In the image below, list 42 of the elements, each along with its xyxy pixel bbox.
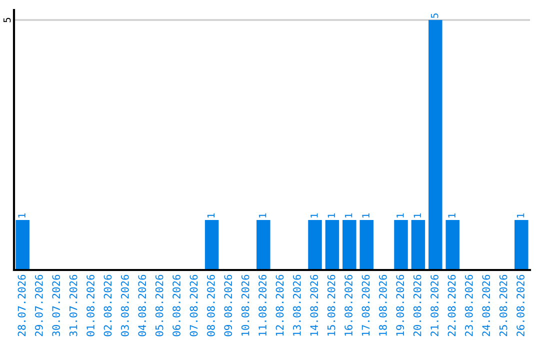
x-tick-label: 09.08.2026 xyxy=(224,274,232,336)
data-label: 1 xyxy=(414,213,421,218)
x-tick-label: 24.08.2026 xyxy=(482,274,490,336)
data-label: 1 xyxy=(207,213,215,218)
x-tick-label: 12.08.2026 xyxy=(276,274,284,336)
data-label: 1 xyxy=(517,213,524,218)
x-tick-label: 26.08.2026 xyxy=(516,274,524,336)
data-label: 1 xyxy=(448,213,456,218)
x-tick-label: 18.08.2026 xyxy=(378,274,387,336)
data-label: 1 xyxy=(362,213,370,218)
data-label: 1 xyxy=(18,213,26,218)
x-tick-label: 02.08.2026 xyxy=(104,274,112,336)
x-tick-label: 03.08.2026 xyxy=(120,274,129,336)
x-tick-label: 15.08.2026 xyxy=(327,274,336,336)
x-tick-label: 07.08.2026 xyxy=(190,274,198,336)
x-tick-label: 10.08.2026 xyxy=(241,274,250,336)
x-tick-label: 29.07.2026 xyxy=(34,274,43,336)
x-tick-label: 04.08.2026 xyxy=(138,274,146,336)
data-label: 1 xyxy=(396,213,404,218)
data-label: 1 xyxy=(328,213,335,218)
x-tick-label: 28.07.2026 xyxy=(18,274,26,336)
x-tick-label: 13.08.2026 xyxy=(292,274,301,336)
x-tick-label: 14.08.2026 xyxy=(310,274,318,336)
x-tick-label: 19.08.2026 xyxy=(396,274,404,336)
x-tick-label: 17.08.2026 xyxy=(362,274,370,336)
x-tick-label: 20.08.2026 xyxy=(413,274,422,336)
x-tick-label: 21.08.2026 xyxy=(430,274,438,336)
x-tick-label: 30.07.2026 xyxy=(52,274,60,336)
data-label: 1 xyxy=(259,213,266,218)
data-label: 5 xyxy=(431,14,438,18)
data-label: 1 xyxy=(310,213,318,218)
data-label: 1 xyxy=(345,213,352,218)
x-tick-label: 25.08.2026 xyxy=(499,274,508,336)
x-tick-label: 11.08.2026 xyxy=(258,274,266,336)
x-tick-label: 23.08.2026 xyxy=(464,274,473,336)
x-tick-label: 16.08.2026 xyxy=(344,274,352,336)
x-tick-label: 06.08.2026 xyxy=(172,274,180,336)
x-tick-label: 08.08.2026 xyxy=(206,274,215,336)
x-tick-label: 05.08.2026 xyxy=(155,274,164,336)
x-tick-label: 31.07.2026 xyxy=(69,274,78,336)
x-tick-label: 22.08.2026 xyxy=(448,274,456,336)
x-tick-label: 01.08.2026 xyxy=(86,274,94,336)
